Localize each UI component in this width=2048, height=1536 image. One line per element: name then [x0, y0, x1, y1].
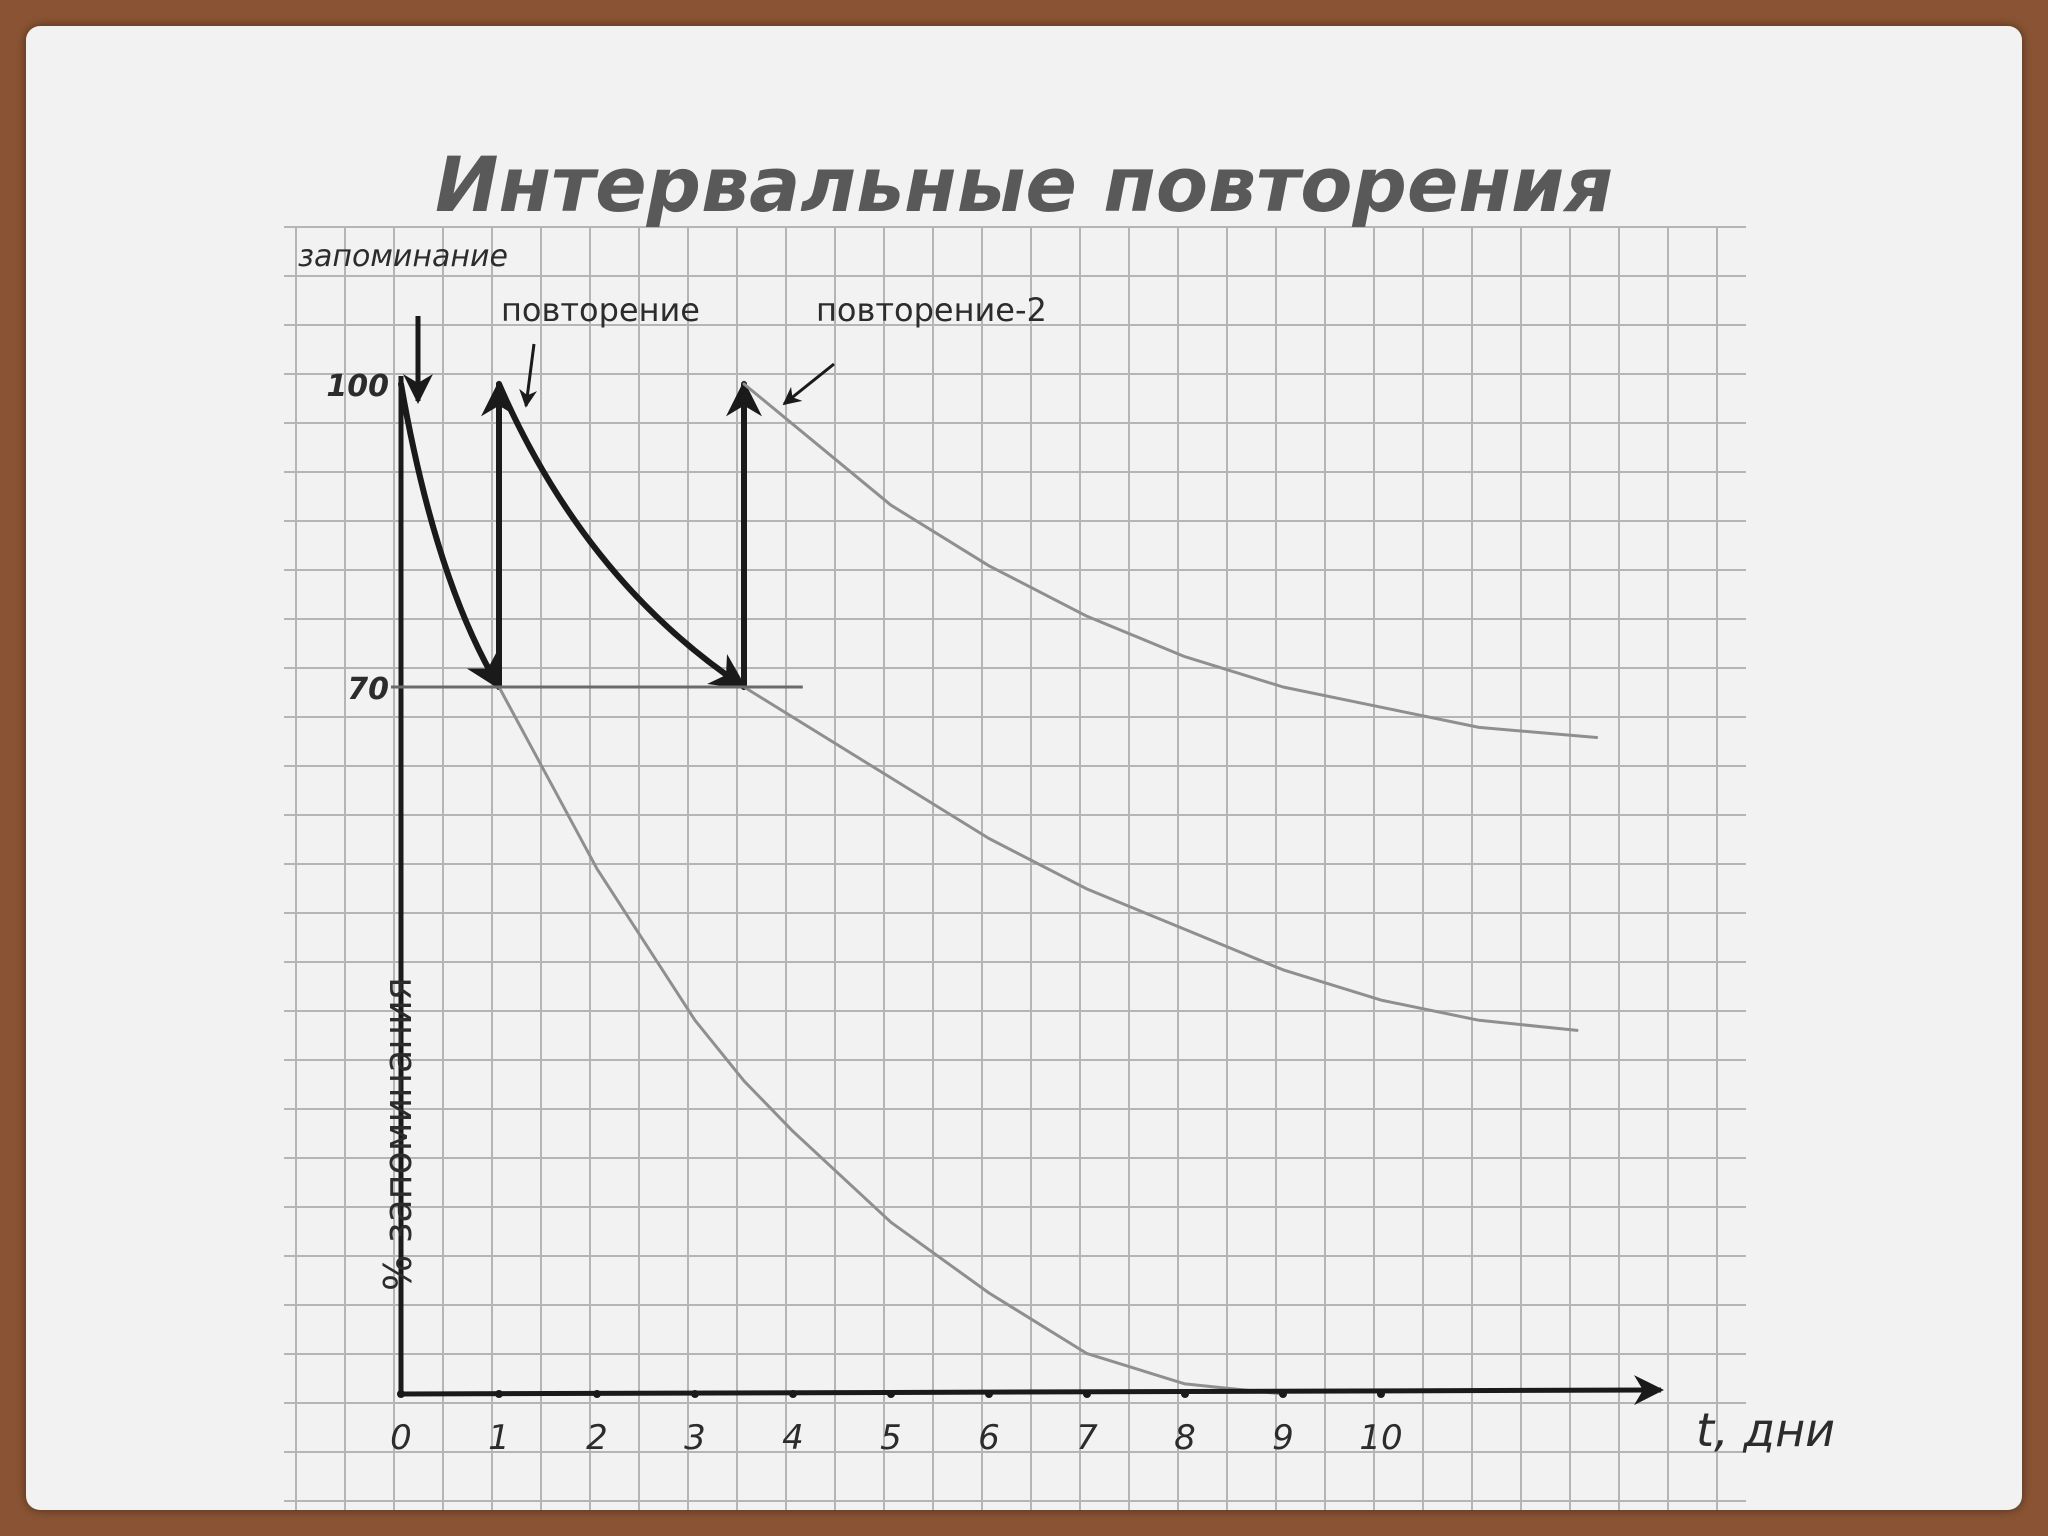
x-tick-label: 3	[684, 1418, 706, 1458]
x-tick-mark	[887, 1390, 895, 1398]
x-axis	[400, 1375, 1664, 1406]
x-tick-mark	[1279, 1390, 1287, 1398]
chart: Интервальные повторения 0 1 2 3 4 5 6 7 8 9 10 70 1…	[284, 140, 1835, 1510]
y-tick-label: 100	[326, 369, 389, 404]
annotation-repetition-2: повторение-2	[816, 291, 1047, 329]
x-tick-labels: 0 1 2 3 4 5 6 7 8 9 10	[390, 1390, 1403, 1458]
y-tick-labels: 70 100	[326, 369, 389, 707]
pointer-repetition	[519, 343, 537, 408]
series-curve-4	[497, 685, 1285, 1396]
series-arrow-0	[398, 381, 502, 691]
x-tick-mark	[985, 1390, 993, 1398]
x-tick-label: 7	[1076, 1418, 1098, 1458]
x-tick-mark	[1083, 1390, 1091, 1398]
x-tick-label: 8	[1174, 1418, 1196, 1458]
series-arrow-2	[496, 381, 747, 690]
series-curve-6	[742, 382, 1599, 739]
y-tick-label: 70	[347, 672, 389, 707]
x-tick-mark	[789, 1390, 797, 1398]
x-tick-mark	[397, 1390, 405, 1398]
x-axis-label: t, дни	[1696, 1403, 1835, 1457]
x-tick-label: 5	[880, 1418, 902, 1458]
x-tick-mark	[495, 1390, 503, 1398]
annotation-memorization: запоминание	[298, 239, 508, 274]
series-curve-5	[742, 685, 1579, 1032]
x-tick-label: 10	[1359, 1418, 1402, 1458]
chart-title: Интервальные повторения	[435, 140, 1613, 229]
y-axis-label: % запоминания	[376, 977, 420, 1291]
annotation-repetition: повторение	[501, 291, 700, 329]
x-tick-mark	[1181, 1390, 1189, 1398]
pointer-repetition-2	[782, 362, 835, 406]
x-tick-label: 2	[586, 1418, 608, 1458]
plot-area	[398, 380, 1599, 1396]
x-tick-label: 0	[390, 1418, 412, 1458]
x-tick-mark	[691, 1390, 699, 1398]
x-tick-label: 1	[488, 1418, 510, 1458]
x-tick-mark	[593, 1390, 601, 1398]
x-tick-label: 4	[782, 1418, 804, 1458]
axes	[391, 376, 1664, 1406]
x-tick-label: 9	[1272, 1418, 1294, 1458]
x-tick-label: 6	[978, 1418, 1000, 1458]
annotation-arrows	[403, 316, 835, 408]
paper-sheet: Интервальные повторения 0 1 2 3 4 5 6 7 8 9 10 70 1…	[26, 26, 2022, 1510]
grid	[284, 226, 1746, 1510]
x-tick-mark	[1377, 1390, 1385, 1398]
